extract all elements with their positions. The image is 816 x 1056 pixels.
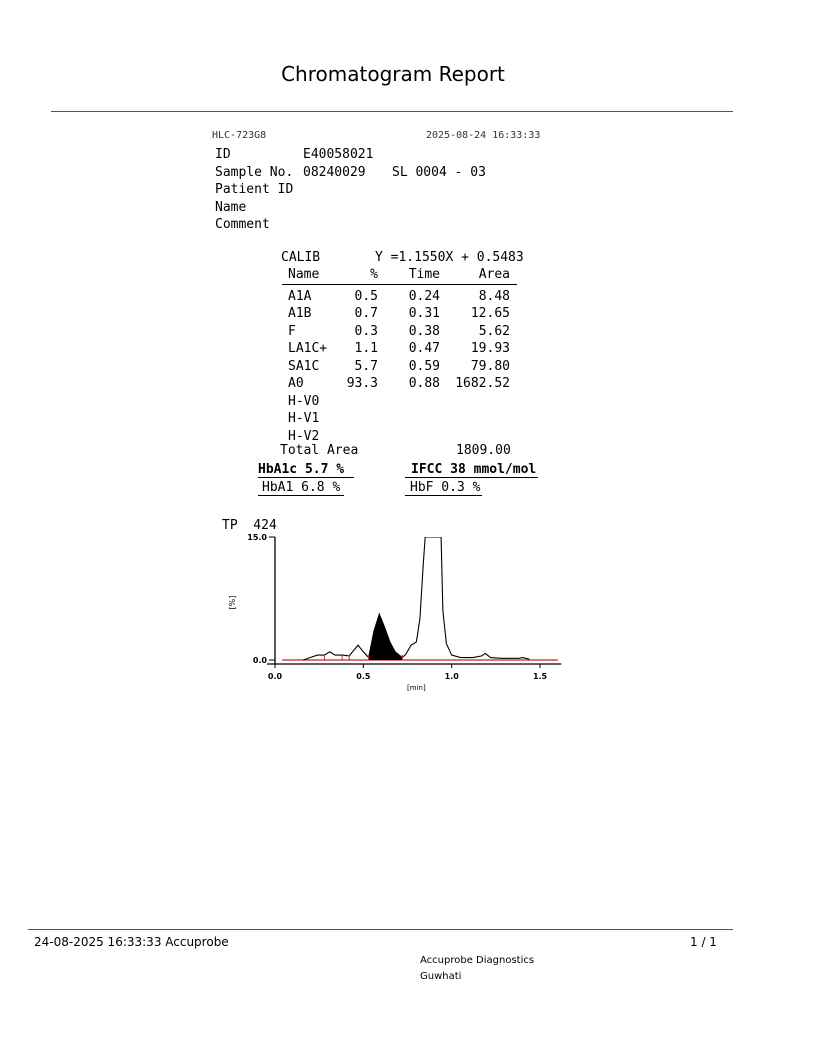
footer-divider xyxy=(28,929,733,930)
cell-name: A1A xyxy=(288,288,312,304)
total-area-label: Total Area xyxy=(280,443,359,458)
cell-time: 0.24 xyxy=(408,288,440,304)
results-table: Name % Time Area A1A 0.5 0.24 8.48 A1B 0.7 0.3… xyxy=(282,266,517,445)
cell-area: 1682.52 xyxy=(455,376,510,391)
chromatogram-chart: 15.0 0.00.0 0.5 1.0 1.5 [min] [%] xyxy=(228,533,562,692)
cell-area: 12.65 xyxy=(470,306,510,321)
cell-time: 0.38 xyxy=(408,323,440,339)
cell-area: 5.62 xyxy=(478,323,510,339)
cell-time: 0.31 xyxy=(408,306,440,321)
total-area-value: 1809.00 xyxy=(456,443,511,458)
header-area: Area xyxy=(478,267,510,282)
cell-area xyxy=(440,410,510,428)
table-row: LA1C+ 1.1 0.47 19.93 xyxy=(282,340,517,358)
comment-label: Comment xyxy=(215,217,270,232)
cell-name: H-V1 xyxy=(288,411,320,426)
table-row: A1A 0.5 0.24 8.48 xyxy=(282,288,517,306)
footer-page: 1 / 1 xyxy=(690,935,717,949)
cell-name: LA1C+ xyxy=(288,341,328,356)
chart-title: TP 424 xyxy=(222,518,277,533)
cell-area: 19.93 xyxy=(470,341,510,356)
hbf-result: HbF 0.3 % xyxy=(405,480,482,496)
cell-name: H-V2 xyxy=(288,428,320,444)
id-label: ID xyxy=(215,147,231,162)
table-header: Name % Time Area xyxy=(282,266,517,285)
table-row: H-V1 xyxy=(282,410,517,428)
run-datetime: 2025-08-24 16:33:33 xyxy=(426,130,541,141)
cell-area xyxy=(440,393,510,411)
y-tick-label: 0.0 xyxy=(253,656,268,665)
cell-time xyxy=(378,428,440,446)
ifcc-result: IFCC 38 mmol/mol xyxy=(405,462,538,478)
cell-time: 0.59 xyxy=(408,358,440,374)
header-percent: % xyxy=(370,267,378,282)
x-tick-label: 0.5 xyxy=(356,672,371,681)
instrument-model: HLC-723G8 xyxy=(212,130,267,141)
x-tick-label: 0.0 xyxy=(268,672,283,681)
cell-time: 0.47 xyxy=(408,341,440,356)
hba1-result: HbA1 6.8 % xyxy=(258,480,344,496)
hba1c-result: HbA1c 5.7 % xyxy=(258,462,354,478)
cell-percent: 0.5 xyxy=(354,288,378,304)
cell-name: A1B xyxy=(288,306,312,321)
report-title: Chromatogram Report xyxy=(281,62,505,86)
cell-percent xyxy=(342,393,378,411)
table-row: A0 93.3 0.88 1682.52 xyxy=(282,375,517,393)
header-time: Time xyxy=(408,267,440,282)
patient-id-label: Patient ID xyxy=(215,182,294,197)
cell-percent: 0.7 xyxy=(354,306,378,321)
header-name: Name xyxy=(288,267,320,282)
name-label: Name xyxy=(215,200,247,215)
cell-name: F xyxy=(288,323,296,339)
cell-time xyxy=(378,393,440,411)
x-axis-label: [min] xyxy=(407,684,426,692)
footer-printed: 24-08-2025 16:33:33 Accuprobe xyxy=(34,935,229,949)
x-tick-label: 1.0 xyxy=(445,672,460,681)
x-tick-label: 1.5 xyxy=(533,672,548,681)
cell-area: 79.80 xyxy=(470,358,510,374)
cell-percent: 5.7 xyxy=(354,358,378,374)
cell-time: 0.88 xyxy=(408,376,440,391)
cell-name: H-V0 xyxy=(288,393,320,409)
cell-percent xyxy=(342,410,378,428)
cell-percent: 93.3 xyxy=(346,376,378,391)
sample-no-value: 08240029 xyxy=(303,165,366,180)
y-axis-label: [%] xyxy=(228,596,237,610)
table-row: H-V0 xyxy=(282,393,517,411)
cell-area: 8.48 xyxy=(478,288,510,304)
table-row: SA1C 5.7 0.59 79.80 xyxy=(282,358,517,376)
id-value: E40058021 xyxy=(303,147,374,162)
footer-lab-name: Accuprobe Diagnostics xyxy=(420,955,535,966)
calib-label: CALIB xyxy=(281,250,321,265)
table-row: A1B 0.7 0.31 12.65 xyxy=(282,305,517,323)
cell-name: A0 xyxy=(288,376,304,391)
cell-name: SA1C xyxy=(288,358,320,374)
calib-equation: Y =1.1550X + 0.5483 xyxy=(375,250,524,265)
sample-no-label: Sample No. xyxy=(215,165,294,180)
table-row: F 0.3 0.38 5.62 xyxy=(282,323,517,341)
header-divider xyxy=(51,111,733,112)
table-row: H-V2 xyxy=(282,428,517,446)
y-tick-label: 15.0 xyxy=(247,533,267,542)
chromatogram-trace xyxy=(303,537,530,661)
footer-lab-city: Guwhati xyxy=(420,971,462,982)
cell-percent: 1.1 xyxy=(354,341,378,356)
sample-position: SL 0004 - 03 xyxy=(392,165,486,180)
cell-time xyxy=(378,410,440,428)
shaded-peak-sa1c xyxy=(368,614,403,660)
cell-percent: 0.3 xyxy=(354,323,378,339)
